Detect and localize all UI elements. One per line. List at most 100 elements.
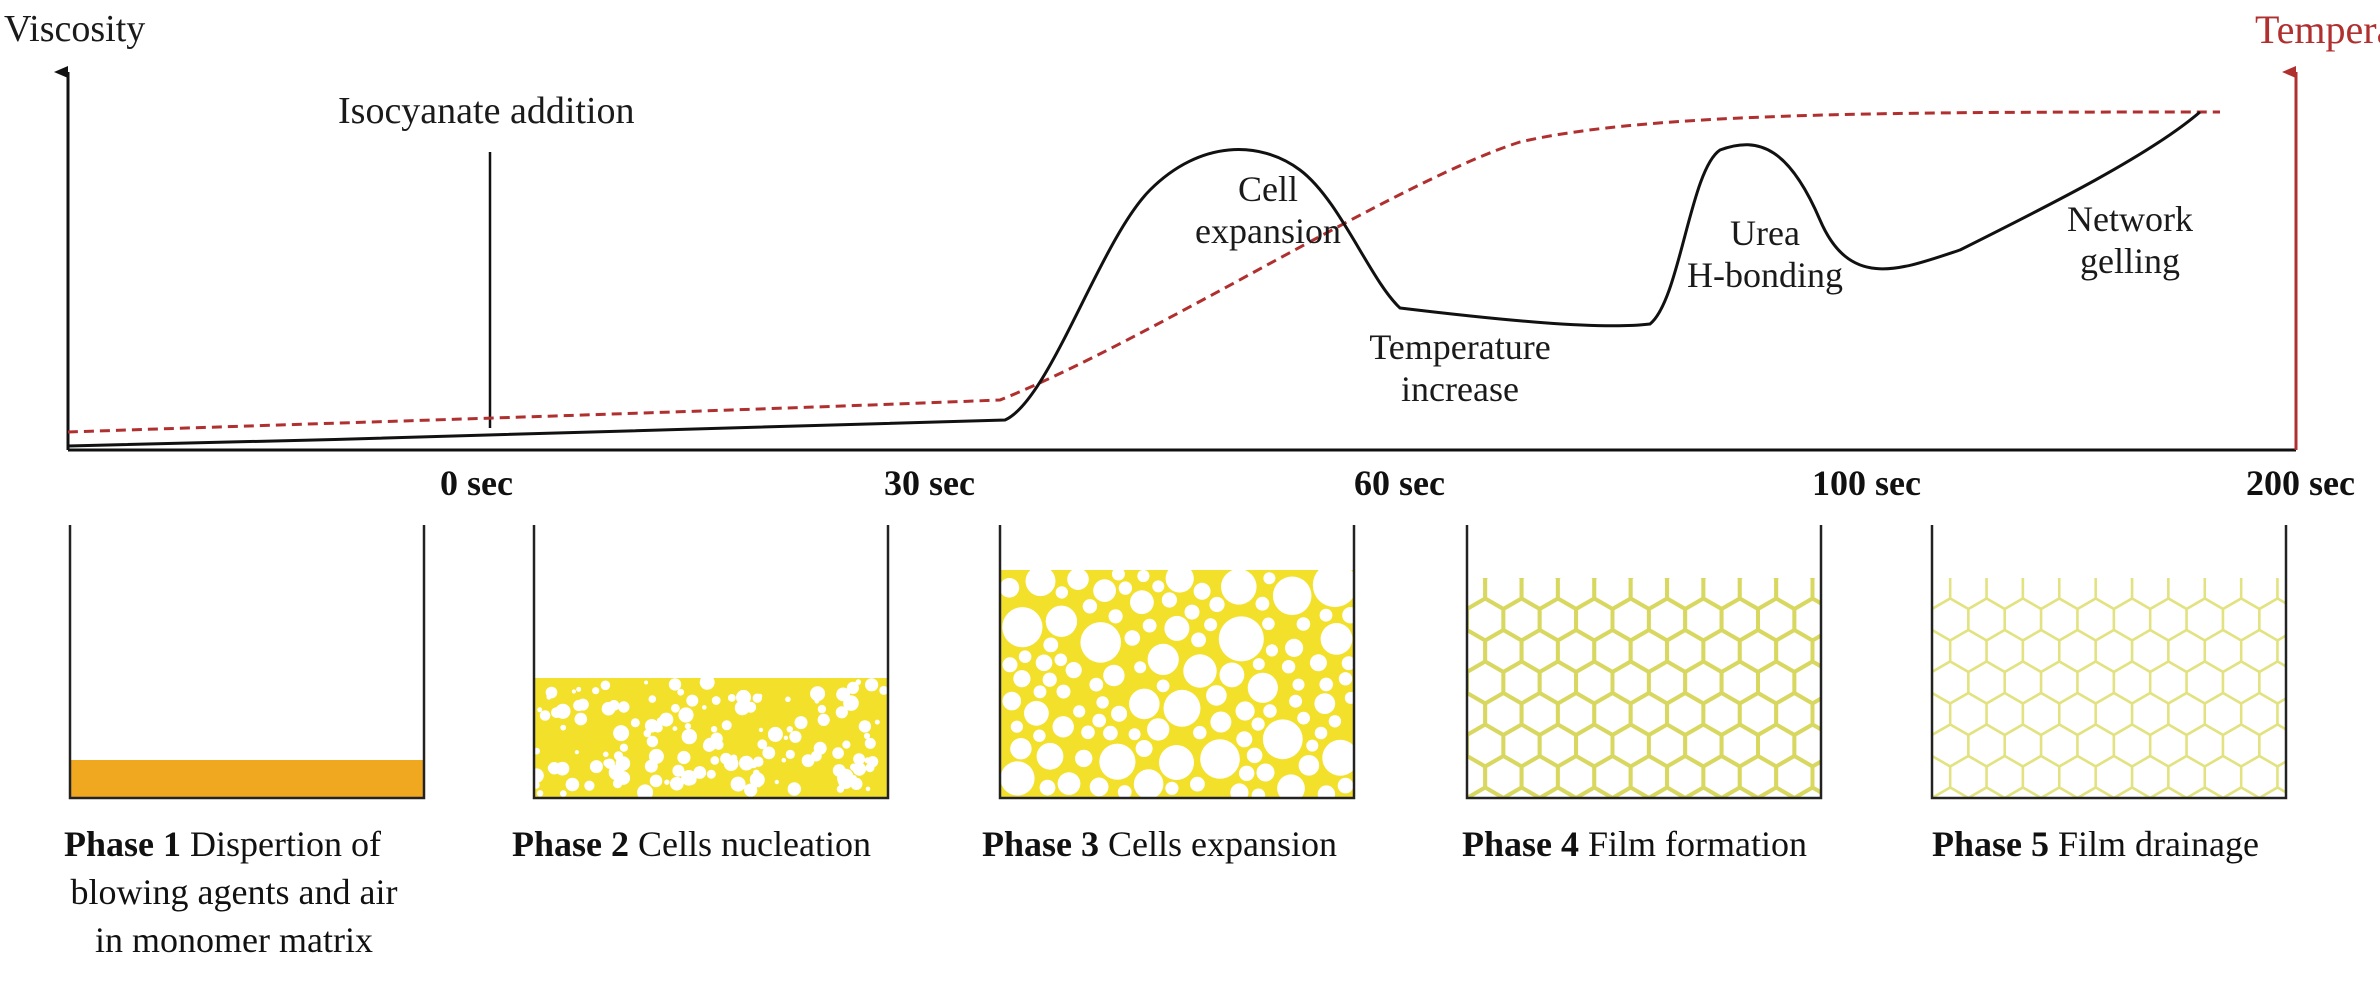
nucleation-bubble (813, 741, 827, 755)
expansion-bubble (1319, 608, 1333, 622)
nucleation-bubble (858, 720, 872, 733)
expansion-bubble (1142, 618, 1157, 633)
phase1-container (68, 525, 426, 800)
nucleation-bubble (739, 755, 754, 771)
hex-cell (2296, 599, 2332, 641)
hex-cell (1831, 536, 1867, 578)
urea-line1: Urea (1730, 213, 1800, 253)
nucleation-bubble (817, 713, 830, 727)
nucleation-bubble (643, 729, 652, 738)
expansion-bubble (1054, 653, 1068, 667)
cell-expansion-line1: Cell (1238, 169, 1298, 209)
urea-hbonding-label: Urea H-bonding (1660, 212, 1870, 296)
expansion-bubble (1210, 711, 1232, 733)
nucleation-bubble (648, 695, 657, 703)
isocyanate-label: Isocyanate addition (338, 90, 635, 132)
expansion-bubble (1075, 749, 1093, 768)
nucleation-bubble (671, 703, 680, 713)
expansion-bubble (1052, 716, 1074, 738)
hex-cell (1736, 578, 1743, 580)
nucleation-bubble (670, 776, 684, 791)
nucleation-bubble (757, 693, 763, 699)
expansion-bubble (1191, 632, 1206, 648)
expansion-bubble (1010, 720, 1024, 733)
nucleation-bubble (752, 769, 760, 777)
expansion-bubble (1096, 696, 1109, 709)
expansion-bubble (1042, 672, 1057, 687)
nucleation-bubble (730, 776, 746, 792)
phase3-text: Cells expansion (1108, 824, 1337, 864)
nucleation-bubble (699, 678, 715, 690)
hex-cell (1967, 786, 2006, 798)
nucleation-bubble (565, 777, 580, 792)
nucleation-bubble (536, 790, 544, 797)
expansion-bubble (1230, 783, 1249, 798)
network-line2: gelling (2080, 241, 2180, 281)
phase3-caption: Phase 3 Cells expansion (982, 820, 1402, 868)
nucleation-bubble (852, 762, 867, 776)
expansion-bubble (1206, 685, 1227, 706)
hex-cell (1877, 693, 1913, 735)
expansion-bubble (1111, 705, 1128, 722)
nucleation-bubble (652, 722, 663, 733)
hex-cell (1932, 670, 1934, 695)
expansion-bubble (1219, 662, 1245, 688)
nucleation-bubble (835, 706, 848, 719)
nucleation-bubble (734, 700, 750, 716)
expansion-bubble (1314, 726, 1328, 740)
expansion-bubble (1256, 763, 1275, 782)
phase1-line2: blowing agents and air (70, 872, 398, 912)
phase1-line3: in monomer matrix (95, 920, 373, 960)
hex-cell (1792, 785, 1821, 798)
hex-cell (2296, 536, 2332, 578)
nucleation-bubble (730, 754, 738, 762)
expansion-bubble (1200, 739, 1240, 779)
hex-cell (1984, 578, 1989, 579)
expansion-bubble (1262, 617, 1275, 631)
hex-cell (1932, 796, 1934, 798)
hex-cell (1412, 819, 1448, 861)
phase2-text: Cells nucleation (638, 824, 871, 864)
expansion-bubble (1314, 693, 1336, 714)
hex-cell (1412, 567, 1448, 609)
expansion-bubble (1073, 705, 1086, 718)
expansion-bubble (1043, 637, 1059, 653)
nucleation-bubble (656, 717, 664, 724)
network-gelling-label: Network gelling (2030, 198, 2230, 282)
nucleation-bubble (853, 753, 865, 765)
phase4-caption: Phase 4 Film formation (1462, 820, 1882, 868)
nucleation-bubble (801, 754, 815, 768)
expansion-bubble (1235, 701, 1255, 721)
hex-cell (2003, 786, 2043, 798)
nucleation-bubble (539, 710, 551, 721)
hex-cell (1877, 756, 1913, 798)
nucleation-bubble (560, 724, 567, 731)
expansion-bubble (1036, 742, 1064, 770)
nucleation-bubble (637, 784, 654, 798)
hex-cell (1501, 785, 1542, 798)
hex-cell (1932, 786, 1970, 798)
hex-cell (1467, 732, 1469, 759)
hex-cell (2076, 786, 2116, 798)
expansion-bubble (1025, 570, 1056, 597)
nucleation-bubble (644, 680, 649, 685)
hex-cell (1877, 630, 1913, 672)
nucleation-bubble (846, 698, 854, 705)
nucleation-bubble (810, 686, 826, 702)
expansion-bubble (1147, 643, 1179, 676)
hex-cell (1719, 785, 1760, 798)
hex-cell (1467, 669, 1469, 696)
expansion-bubble (1251, 717, 1265, 731)
hex-cell (1683, 785, 1724, 798)
expansion-bubble (1277, 774, 1305, 798)
nucleation-bubble (672, 764, 685, 777)
viscosity-curve (67, 110, 2201, 448)
expansion-bubble (1093, 579, 1116, 602)
expansion-bubble (1265, 644, 1278, 657)
nucleation-bubble (785, 749, 795, 760)
tick-100-sec: 100 sec (1812, 463, 1921, 503)
hex-cell (1574, 785, 1615, 798)
nucleation-bubble (713, 739, 724, 750)
hex-cell (1700, 578, 1707, 580)
